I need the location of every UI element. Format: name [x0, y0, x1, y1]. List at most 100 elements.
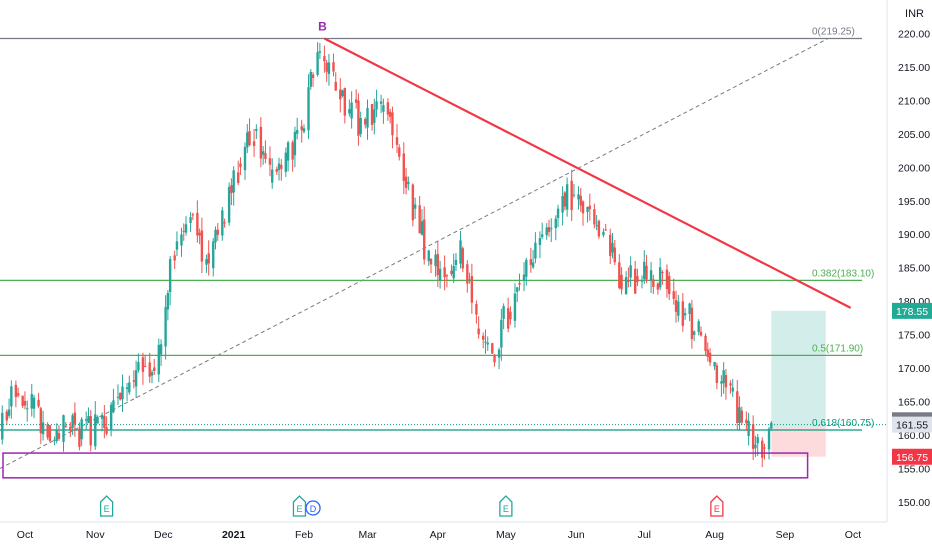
candle-body — [168, 259, 172, 293]
candle-body — [643, 261, 646, 280]
candle-body — [275, 168, 278, 172]
candle-body — [271, 169, 274, 183]
candle-body — [191, 214, 195, 216]
x-tick-label: Oct — [17, 529, 33, 541]
candle-body — [134, 370, 138, 387]
y-tick-label: 160.00 — [898, 430, 930, 442]
candle-body — [153, 367, 156, 371]
candle-body — [1, 412, 4, 440]
candle-body — [581, 201, 585, 214]
x-tick-label: Jul — [638, 529, 651, 541]
candle-body — [534, 242, 537, 259]
candle-body — [343, 88, 347, 116]
candle-body — [295, 130, 299, 134]
candle-body — [609, 234, 612, 256]
event-marker-shape — [99, 495, 114, 517]
candle-body — [454, 259, 458, 265]
candle-body — [522, 274, 526, 281]
candle-body — [745, 419, 748, 424]
candle-body — [640, 280, 644, 282]
candle-body — [704, 335, 707, 351]
candle-body — [720, 381, 723, 384]
candle-body — [427, 250, 430, 262]
y-tick-label: 215.00 — [898, 62, 930, 74]
point-marker-label: B — [318, 19, 327, 33]
candle-body — [100, 415, 104, 419]
x-tick-label: Aug — [705, 529, 724, 541]
candle-body — [633, 268, 637, 294]
candle-body — [212, 241, 215, 269]
candle-body — [481, 335, 485, 340]
event-marker-shape — [499, 495, 513, 517]
fib-level-label: 0(219.25) — [812, 26, 855, 37]
candle-body — [593, 209, 596, 225]
x-tick-label: Sep — [776, 529, 795, 541]
candle-body — [429, 258, 433, 265]
candle-body — [112, 400, 115, 413]
candle-body — [284, 152, 288, 172]
candle-body — [391, 112, 394, 136]
candle-body — [232, 170, 235, 193]
candle-body — [14, 384, 18, 398]
candle-body — [32, 397, 36, 409]
y-tick-label: 190.00 — [898, 229, 930, 241]
candle-body — [763, 447, 766, 449]
candle-body — [293, 131, 297, 156]
support-zone-box — [2, 452, 809, 479]
candle-body — [350, 102, 353, 119]
candle-body — [497, 349, 501, 358]
candle-body — [677, 301, 680, 316]
candle-body — [325, 62, 328, 72]
descending-trendline — [323, 37, 852, 309]
candle-body — [540, 234, 544, 238]
x-tick-label: Nov — [86, 529, 105, 541]
candle-body — [280, 164, 283, 169]
candle-body — [164, 307, 167, 347]
candle-body — [96, 416, 99, 424]
price-tag: 161.55 — [892, 416, 932, 433]
candle-body — [674, 300, 678, 312]
candle-body — [563, 192, 567, 207]
candle-body — [570, 180, 573, 211]
event-marker: E — [99, 495, 114, 517]
candle-body — [597, 221, 601, 237]
candle-body — [94, 414, 97, 447]
candle-body — [518, 282, 521, 285]
candle-body — [724, 375, 728, 388]
candle-body — [21, 395, 24, 406]
candle-body — [404, 176, 408, 188]
y-tick-label: 185.00 — [898, 263, 930, 275]
candle-body — [604, 229, 607, 231]
candle-body — [649, 270, 653, 281]
candle-body — [332, 62, 335, 72]
candle-body — [468, 279, 471, 281]
candle-body — [341, 90, 344, 97]
candle-body — [366, 107, 369, 128]
candle-body — [740, 410, 744, 423]
candle-body — [261, 151, 265, 155]
candle-body — [661, 271, 664, 274]
candle-body — [157, 344, 160, 375]
candle-body — [189, 217, 192, 224]
candle-body — [470, 276, 474, 303]
candle-body — [547, 227, 551, 233]
candle-body — [373, 109, 376, 123]
candle-body — [636, 276, 639, 282]
candle-body — [434, 254, 437, 267]
candle-body — [73, 412, 77, 425]
candle-body — [452, 266, 455, 279]
candle-body — [216, 229, 219, 235]
candle-body — [137, 362, 140, 371]
candle-body — [697, 321, 700, 332]
candle-body — [529, 259, 533, 265]
candle-body — [300, 126, 303, 131]
candle-body — [180, 234, 183, 246]
candle-body — [252, 141, 256, 146]
candle-body — [475, 304, 478, 315]
event-marker-label: E — [104, 504, 110, 514]
candle-body — [556, 208, 560, 218]
candle-body — [595, 225, 598, 227]
candle-body — [221, 210, 224, 236]
candle-body — [223, 222, 226, 224]
